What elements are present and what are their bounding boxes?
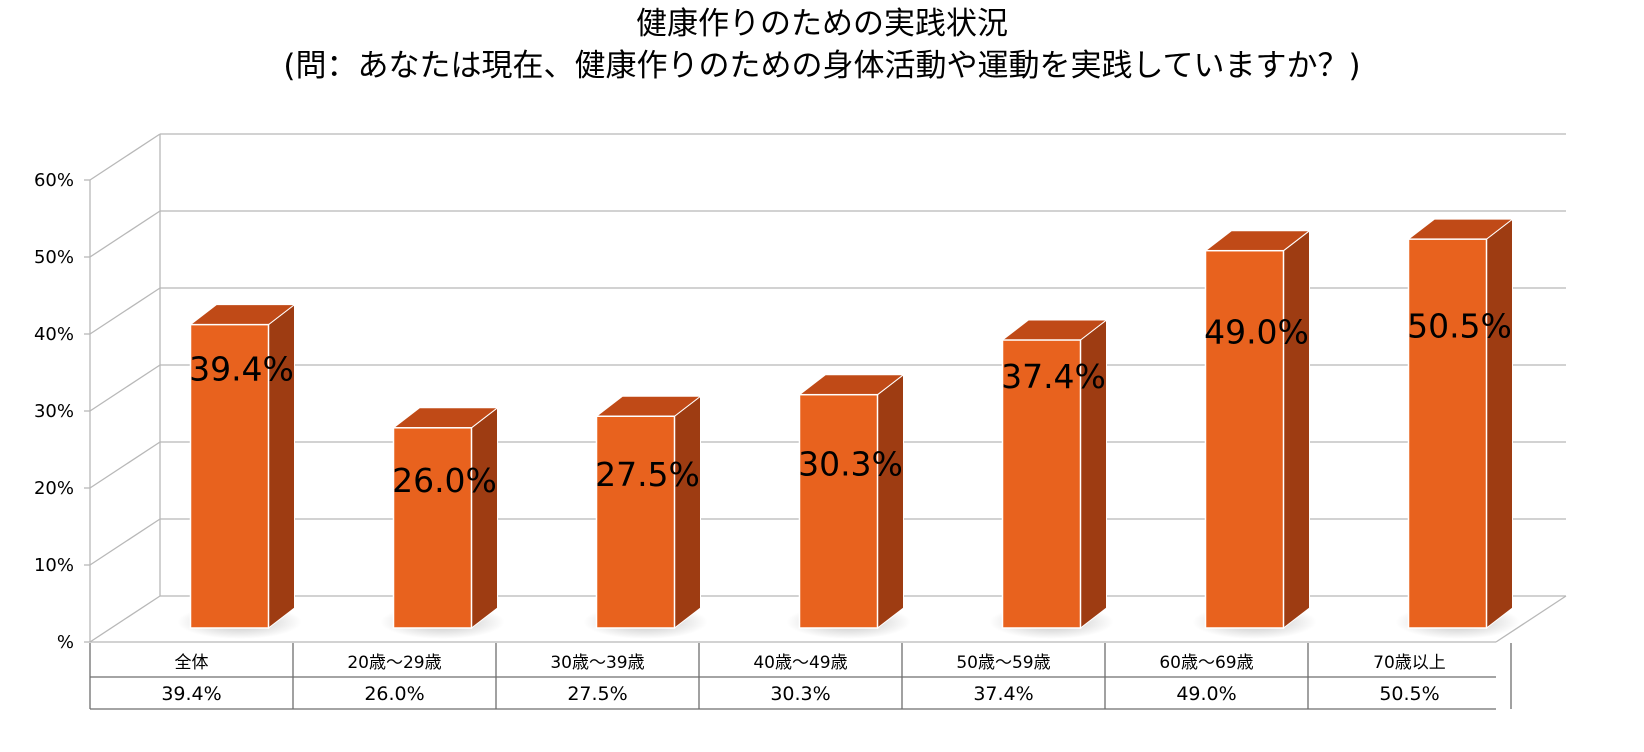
gridline-diagonal: [89, 364, 161, 412]
floor-right-edge: [1495, 595, 1567, 643]
category-label: 70歳以上: [1373, 653, 1446, 673]
gridline-diagonal: [89, 287, 161, 335]
bars-layer: 39.4% 26.0% 27.5% 30.3% 37.4% 49.0% 50.5%: [177, 218, 1520, 639]
category-label: 30歳～39歳: [550, 653, 644, 673]
table-value: 27.5%: [567, 683, 627, 705]
bar-group: 37.4%: [989, 319, 1114, 639]
data-label: 39.4%: [189, 349, 294, 388]
data-label: 30.3%: [798, 444, 903, 483]
table-value: 30.3%: [770, 683, 830, 705]
bar-group: 39.4%: [177, 303, 302, 639]
bar: [1407, 238, 1488, 629]
y-tick-label: 40%: [34, 324, 74, 345]
bar-side: [1486, 218, 1513, 630]
chart-title: 健康作りのための実践状況: [636, 6, 1008, 42]
gridline-diagonal: [89, 133, 161, 181]
data-label: 26.0%: [392, 461, 497, 500]
table-value: 50.5%: [1379, 683, 1439, 705]
gridline-diagonal: [89, 441, 161, 489]
data-label: 50.5%: [1407, 307, 1512, 346]
category-label: 40歳～49歳: [753, 653, 847, 673]
bar: [189, 323, 270, 629]
category-label: 60歳～69歳: [1159, 653, 1253, 673]
y-tick-label: 10%: [34, 555, 74, 576]
bar-group: 49.0%: [1192, 229, 1317, 639]
y-tick-label: 60%: [34, 170, 74, 191]
table-value: 37.4%: [973, 683, 1033, 705]
bar: [1001, 339, 1082, 629]
gridline-diagonal: [89, 518, 161, 566]
gridline-diagonal: [89, 210, 161, 258]
data-label: 27.5%: [595, 455, 700, 494]
y-tick-label: 50%: [34, 247, 74, 268]
data-label: 49.0%: [1204, 312, 1309, 351]
category-label: 全体: [175, 653, 209, 673]
bar-side: [1283, 229, 1310, 630]
data-label: 37.4%: [1001, 357, 1106, 396]
table-value: 26.0%: [364, 683, 424, 705]
bar-group: 50.5%: [1395, 218, 1520, 639]
data-table: 全体 39.4% 20歳～29歳 26.0% 30歳～39歳 27.5% 40歳～49歳 30…: [89, 643, 1512, 710]
chart-subtitle: (問：あなたは現在、健康作りのための身体活動や運動を実践していますか？): [283, 48, 1361, 84]
bar: [595, 415, 676, 629]
bar: [798, 393, 879, 629]
bar: [392, 427, 473, 629]
bar-side: [674, 395, 701, 630]
table-value: 39.4%: [161, 683, 221, 705]
gridline-diagonal: [89, 595, 161, 643]
grid-layer: % 10% 20% 30% 40% 50% 60%: [34, 133, 1567, 653]
bar: [1204, 249, 1285, 629]
bar-group: 26.0%: [380, 406, 505, 639]
table-value: 49.0%: [1176, 683, 1236, 705]
category-label: 50歳～59歳: [956, 653, 1050, 673]
y-tick-label: 20%: [34, 478, 74, 499]
y-tick-label: 30%: [34, 401, 74, 422]
chart-title-block: 健康作りのための実践状況 (問：あなたは現在、健康作りのための身体活動や運動を実…: [0, 0, 1644, 87]
y-tick-label: %: [57, 632, 74, 653]
bar-side: [471, 406, 498, 630]
bar-group: 27.5%: [583, 395, 708, 639]
category-label: 20歳～29歳: [347, 653, 441, 673]
bar-side: [877, 373, 904, 630]
bar-group: 30.3%: [786, 373, 911, 639]
